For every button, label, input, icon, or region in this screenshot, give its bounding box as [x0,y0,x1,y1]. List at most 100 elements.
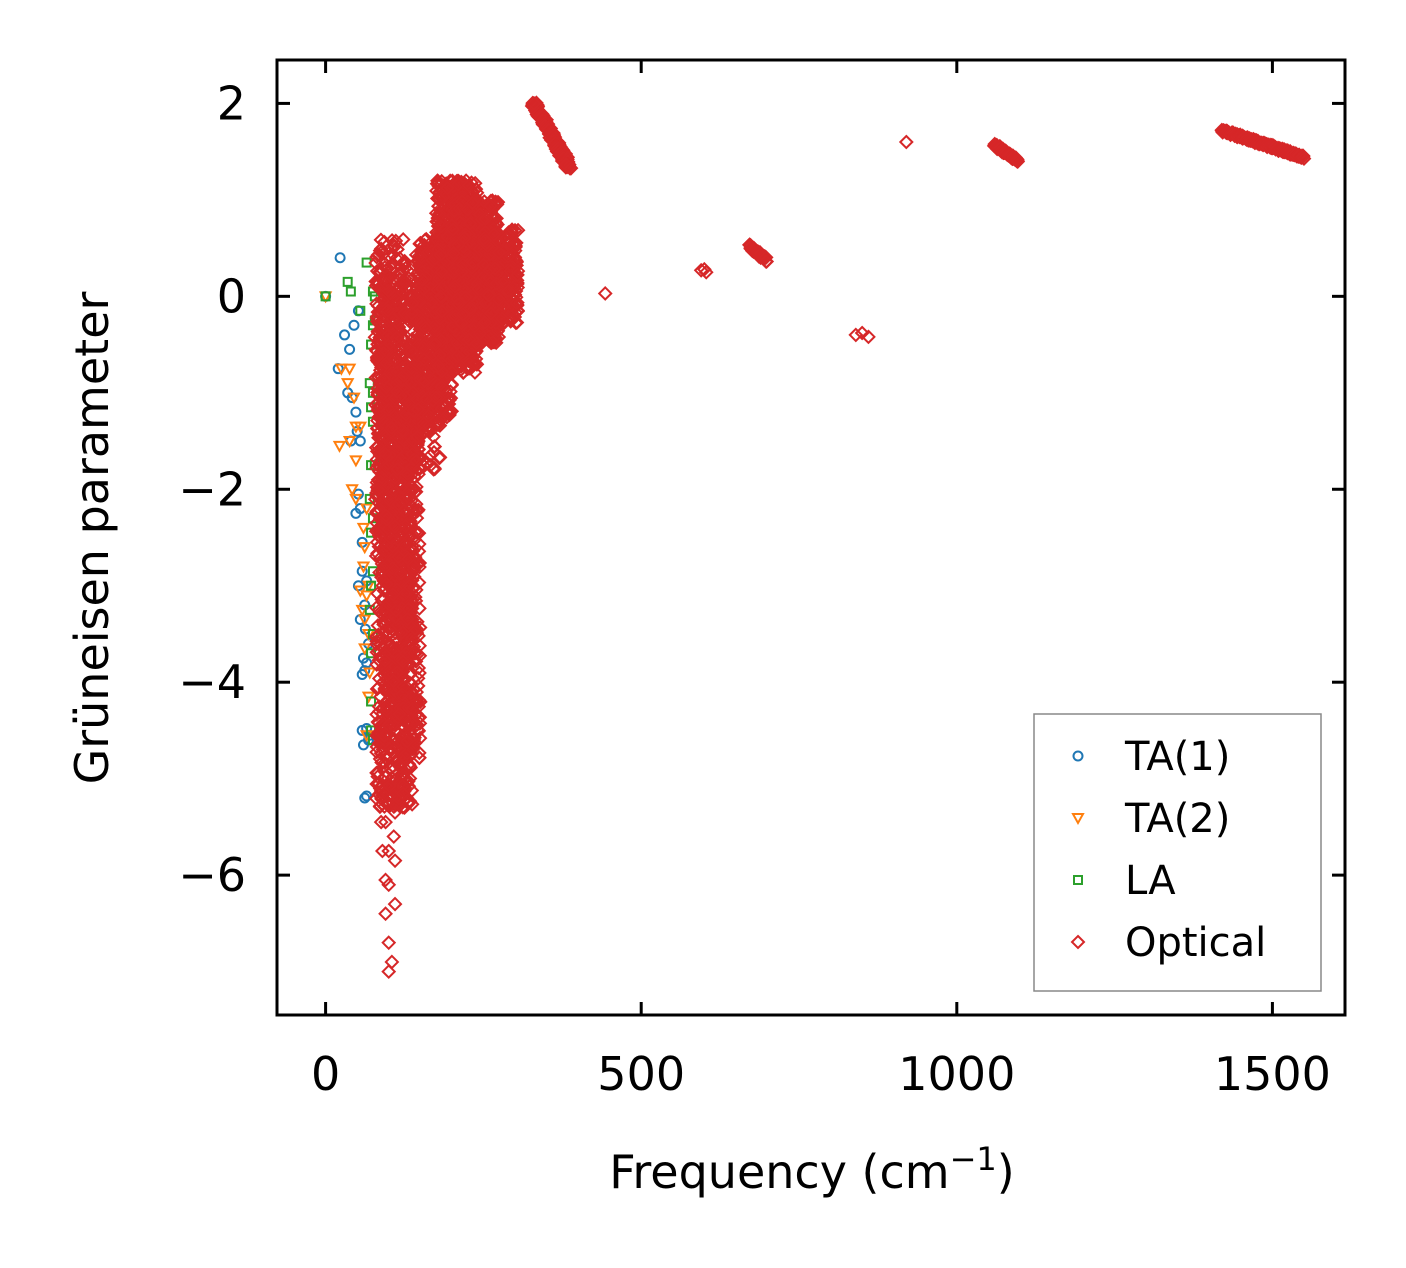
y-tick-label: −2 [178,462,246,516]
data-point-optical [396,367,412,383]
data-point-optical [404,630,420,646]
data-point-optical [385,673,401,689]
data-point-optical [412,694,428,710]
data-point-ta2 [363,667,377,680]
data-point-optical [429,417,445,433]
data-point-optical [448,342,464,358]
data-point-optical [390,241,405,257]
data-point-optical [399,745,415,761]
data-point-optical [481,288,497,303]
data-point-optical [449,291,465,307]
data-point-optical [432,247,448,263]
legend-marker-square [1073,875,1083,885]
data-point-optical [410,435,426,451]
data-point-optical [421,408,437,424]
data-point-optical [468,351,484,367]
data-point-optical [464,195,480,211]
data-point-optical [387,896,403,912]
data-point-la [355,305,366,316]
data-point-optical [411,543,427,559]
data-point-optical [378,872,393,888]
data-point-optical [377,680,393,696]
data-point-optical [374,791,389,807]
data-point-optical [498,231,514,246]
series-optical [367,95,1312,980]
data-point-optical [390,461,406,477]
data-point-ta2 [356,561,371,574]
data-point-optical [413,286,429,302]
data-point-optical [370,481,386,497]
legend-label: TA(1) [1124,734,1230,780]
data-point-optical [454,264,470,280]
data-point-optical [386,829,402,844]
data-point-optical [387,853,403,869]
data-point-optical [383,414,398,430]
data-point-optical [388,377,404,392]
data-point-optical [375,293,391,309]
data-point-optical [378,814,393,830]
data-point-optical [388,233,404,249]
data-point-optical [382,493,398,509]
data-point-optical [386,644,402,660]
data-point-optical [392,343,408,359]
data-point-optical [381,877,397,893]
data-point-optical [483,198,499,214]
data-point-optical [390,455,406,471]
data-point-optical [397,711,413,727]
data-point-ta2 [340,378,355,391]
data-point-optical [367,329,383,345]
data-point-optical [378,747,394,763]
data-point-ta1 [359,665,371,677]
data-point-optical [510,303,526,319]
data-point-optical [392,706,408,722]
data-point-optical [424,295,439,310]
data-point-optical [446,236,462,252]
data-point-optical [395,778,410,794]
data-point-optical [371,247,387,263]
data-point-optical [406,639,422,655]
data-point-optical [1296,151,1312,166]
data-point-optical [383,530,398,545]
data-point-optical [384,954,400,970]
data-point-optical [395,679,411,695]
data-point-optical [501,237,516,253]
data-point-optical [381,402,397,418]
data-point-optical [387,519,403,534]
legend-entry: LA [1073,858,1176,904]
data-point-ta2 [347,392,361,405]
data-point-ta2 [358,542,372,555]
data-point-optical [387,266,402,281]
legend-entry: Optical [1070,920,1266,966]
data-point-optical [415,272,431,288]
scatter-points [318,95,1312,980]
data-point-optical [758,249,774,265]
data-point-optical [381,935,397,951]
data-point-optical [392,759,408,775]
data-point-optical [428,205,444,221]
data-point-optical [410,401,426,417]
data-point-optical [387,470,403,486]
data-point-optical [397,800,412,816]
data-point-optical [404,701,420,717]
data-point-optical [451,296,466,312]
data-point-optical [439,180,455,196]
data-point-optical [465,255,481,270]
legend-marker-triangle-down [1071,813,1085,826]
data-point-optical [412,461,427,477]
y-tick-label: 0 [217,269,246,323]
data-point-optical [378,508,394,523]
data-point-optical [426,389,442,404]
data-point-optical [369,515,385,531]
data-point-optical [395,786,411,802]
data-point-optical [411,267,427,283]
data-point-optical [508,277,524,293]
data-point-optical [387,352,403,368]
data-point-optical [407,532,423,548]
data-point-ta2 [349,493,363,506]
data-point-ta2 [359,503,374,516]
data-point-optical [371,602,387,618]
data-point-optical [380,788,396,804]
data-point-optical [406,558,421,574]
